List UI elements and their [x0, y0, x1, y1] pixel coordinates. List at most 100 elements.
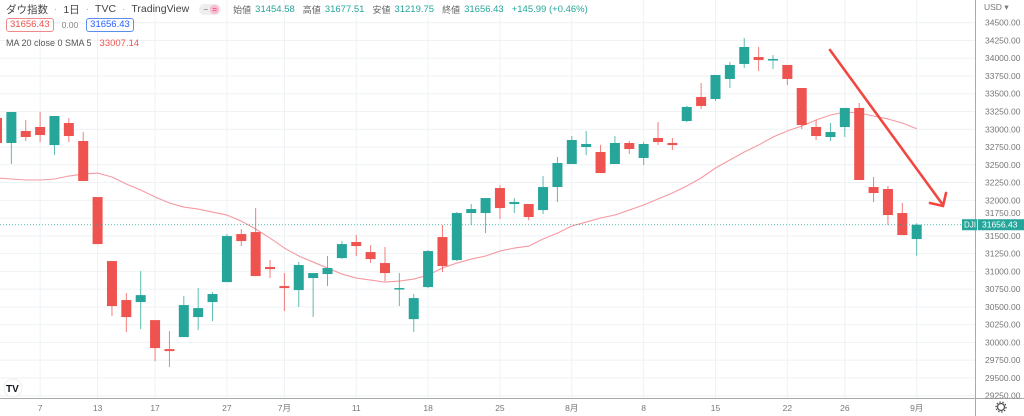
- candle-up: [724, 61, 735, 88]
- time-tick-label: 22: [783, 403, 793, 413]
- trade-row: 31656.43 0.00 31656.43: [6, 18, 592, 32]
- candle-down: [811, 120, 822, 140]
- candle-down: [106, 261, 117, 317]
- price-tick-label: 30500.00: [985, 302, 1021, 312]
- price-tick-label: 33250.00: [985, 107, 1021, 117]
- candle-down: [882, 186, 893, 226]
- candle-body: [523, 204, 534, 218]
- time-tick-label: 7: [38, 403, 43, 413]
- candle-body: [121, 300, 132, 318]
- candle-up: [638, 141, 649, 166]
- candle-body: [322, 268, 333, 275]
- candle-body: [336, 244, 347, 259]
- candle-body: [193, 308, 204, 318]
- candle-up: [193, 288, 204, 331]
- candle-body: [595, 152, 606, 174]
- price-tick-label: 29750.00: [985, 355, 1021, 365]
- candle-body: [63, 123, 74, 137]
- candle-down: [150, 320, 161, 362]
- candle-up: [135, 271, 146, 330]
- candle-body: [308, 273, 319, 279]
- candle-up: [538, 176, 549, 215]
- sell-button[interactable]: 31656.43: [6, 18, 54, 32]
- candle-body: [897, 213, 908, 236]
- candle-down: [35, 112, 46, 142]
- candle-down: [63, 117, 74, 142]
- candle-body: [624, 142, 635, 150]
- ma-label: MA 20 close 0 SMA 5: [6, 38, 92, 48]
- candle-body: [408, 298, 419, 320]
- candle-body: [882, 189, 893, 216]
- candle-up: [509, 198, 520, 214]
- chart-legend: ダウ指数 · 1日 · TVC · TradingView − = 始値 31454.58…: [6, 2, 592, 50]
- candle-body: [667, 142, 678, 146]
- candle-down: [494, 185, 505, 220]
- candle-up: [6, 112, 17, 165]
- low-label: 安値: [372, 4, 391, 15]
- minus-icon[interactable]: −: [203, 4, 208, 14]
- settings-gear-icon[interactable]: [995, 401, 1007, 413]
- candle-down: [78, 132, 89, 181]
- buy-button[interactable]: 31656.43: [86, 18, 134, 32]
- candle-down: [897, 203, 908, 236]
- price-tick-label: 32250.00: [985, 178, 1021, 188]
- candle-up: [207, 292, 218, 322]
- candle-down: [250, 208, 261, 277]
- downtrend-arrow[interactable]: [828, 48, 948, 208]
- candle-up: [423, 250, 434, 289]
- candle-body: [78, 140, 89, 181]
- high-label: 高値: [302, 4, 321, 15]
- candle-up: [911, 223, 922, 256]
- price-tick-label: 33750.00: [985, 71, 1021, 81]
- candle-down: [365, 245, 376, 264]
- price-axis[interactable]: 34500.00 34250.00 34000.00 33750.00 33500.00…: [985, 18, 1021, 401]
- time-axis[interactable]: 7 13 17 27 7月 11 18 25 8月 8 15 22 26 9月: [38, 403, 924, 413]
- candle-body: [207, 294, 218, 303]
- interval[interactable]: 1日: [63, 3, 80, 16]
- candle-down: [0, 117, 2, 143]
- candle-up: [394, 273, 405, 307]
- candle-body: [480, 198, 491, 214]
- candle-up: [49, 115, 60, 155]
- equals-icon[interactable]: =: [210, 4, 220, 14]
- time-tick-label: 18: [423, 403, 433, 413]
- low-value: 31219.75: [394, 3, 435, 15]
- candle-body: [609, 142, 620, 165]
- candle-body: [724, 64, 735, 79]
- candle-up: [308, 273, 319, 318]
- legend-toggle[interactable]: − =: [199, 3, 222, 15]
- current-price-label: DJI 31656.43: [962, 219, 1024, 231]
- price-tick-label: 34500.00: [985, 18, 1021, 28]
- candle-body: [753, 57, 764, 60]
- price-tick-label: 31750.00: [985, 208, 1021, 218]
- symbol-name[interactable]: ダウ指数: [6, 3, 48, 16]
- ma-legend[interactable]: MA 20 close 0 SMA 5 33007.14: [6, 36, 592, 50]
- candle-body: [911, 224, 922, 240]
- candle-up: [681, 105, 692, 123]
- candle-up: [451, 212, 462, 262]
- candle-body: [135, 295, 146, 303]
- price-axis-bg[interactable]: [975, 0, 1024, 416]
- candle-down: [595, 145, 606, 174]
- open-value: 31454.58: [255, 3, 295, 15]
- time-tick-label: 27: [222, 403, 232, 413]
- source: TVC: [95, 3, 117, 15]
- candle-body: [20, 130, 31, 138]
- current-price-value: 31656.43: [982, 220, 1018, 230]
- candle-body: [423, 251, 434, 288]
- candle-up: [408, 294, 419, 333]
- currency-label[interactable]: USD ▾: [984, 2, 1009, 12]
- candle-down: [20, 120, 31, 141]
- candle-down: [696, 83, 707, 110]
- candle-body: [394, 288, 405, 290]
- candle-down: [164, 331, 175, 368]
- time-tick-label: 13: [93, 403, 103, 413]
- candle-body: [379, 263, 390, 274]
- ma-layer: [0, 111, 917, 283]
- candle-down: [265, 260, 276, 279]
- tradingview-logo[interactable]: TV: [3, 378, 23, 398]
- price-tick-label: 30000.00: [985, 337, 1021, 347]
- candle-body: [35, 126, 46, 136]
- candle-up: [221, 234, 232, 283]
